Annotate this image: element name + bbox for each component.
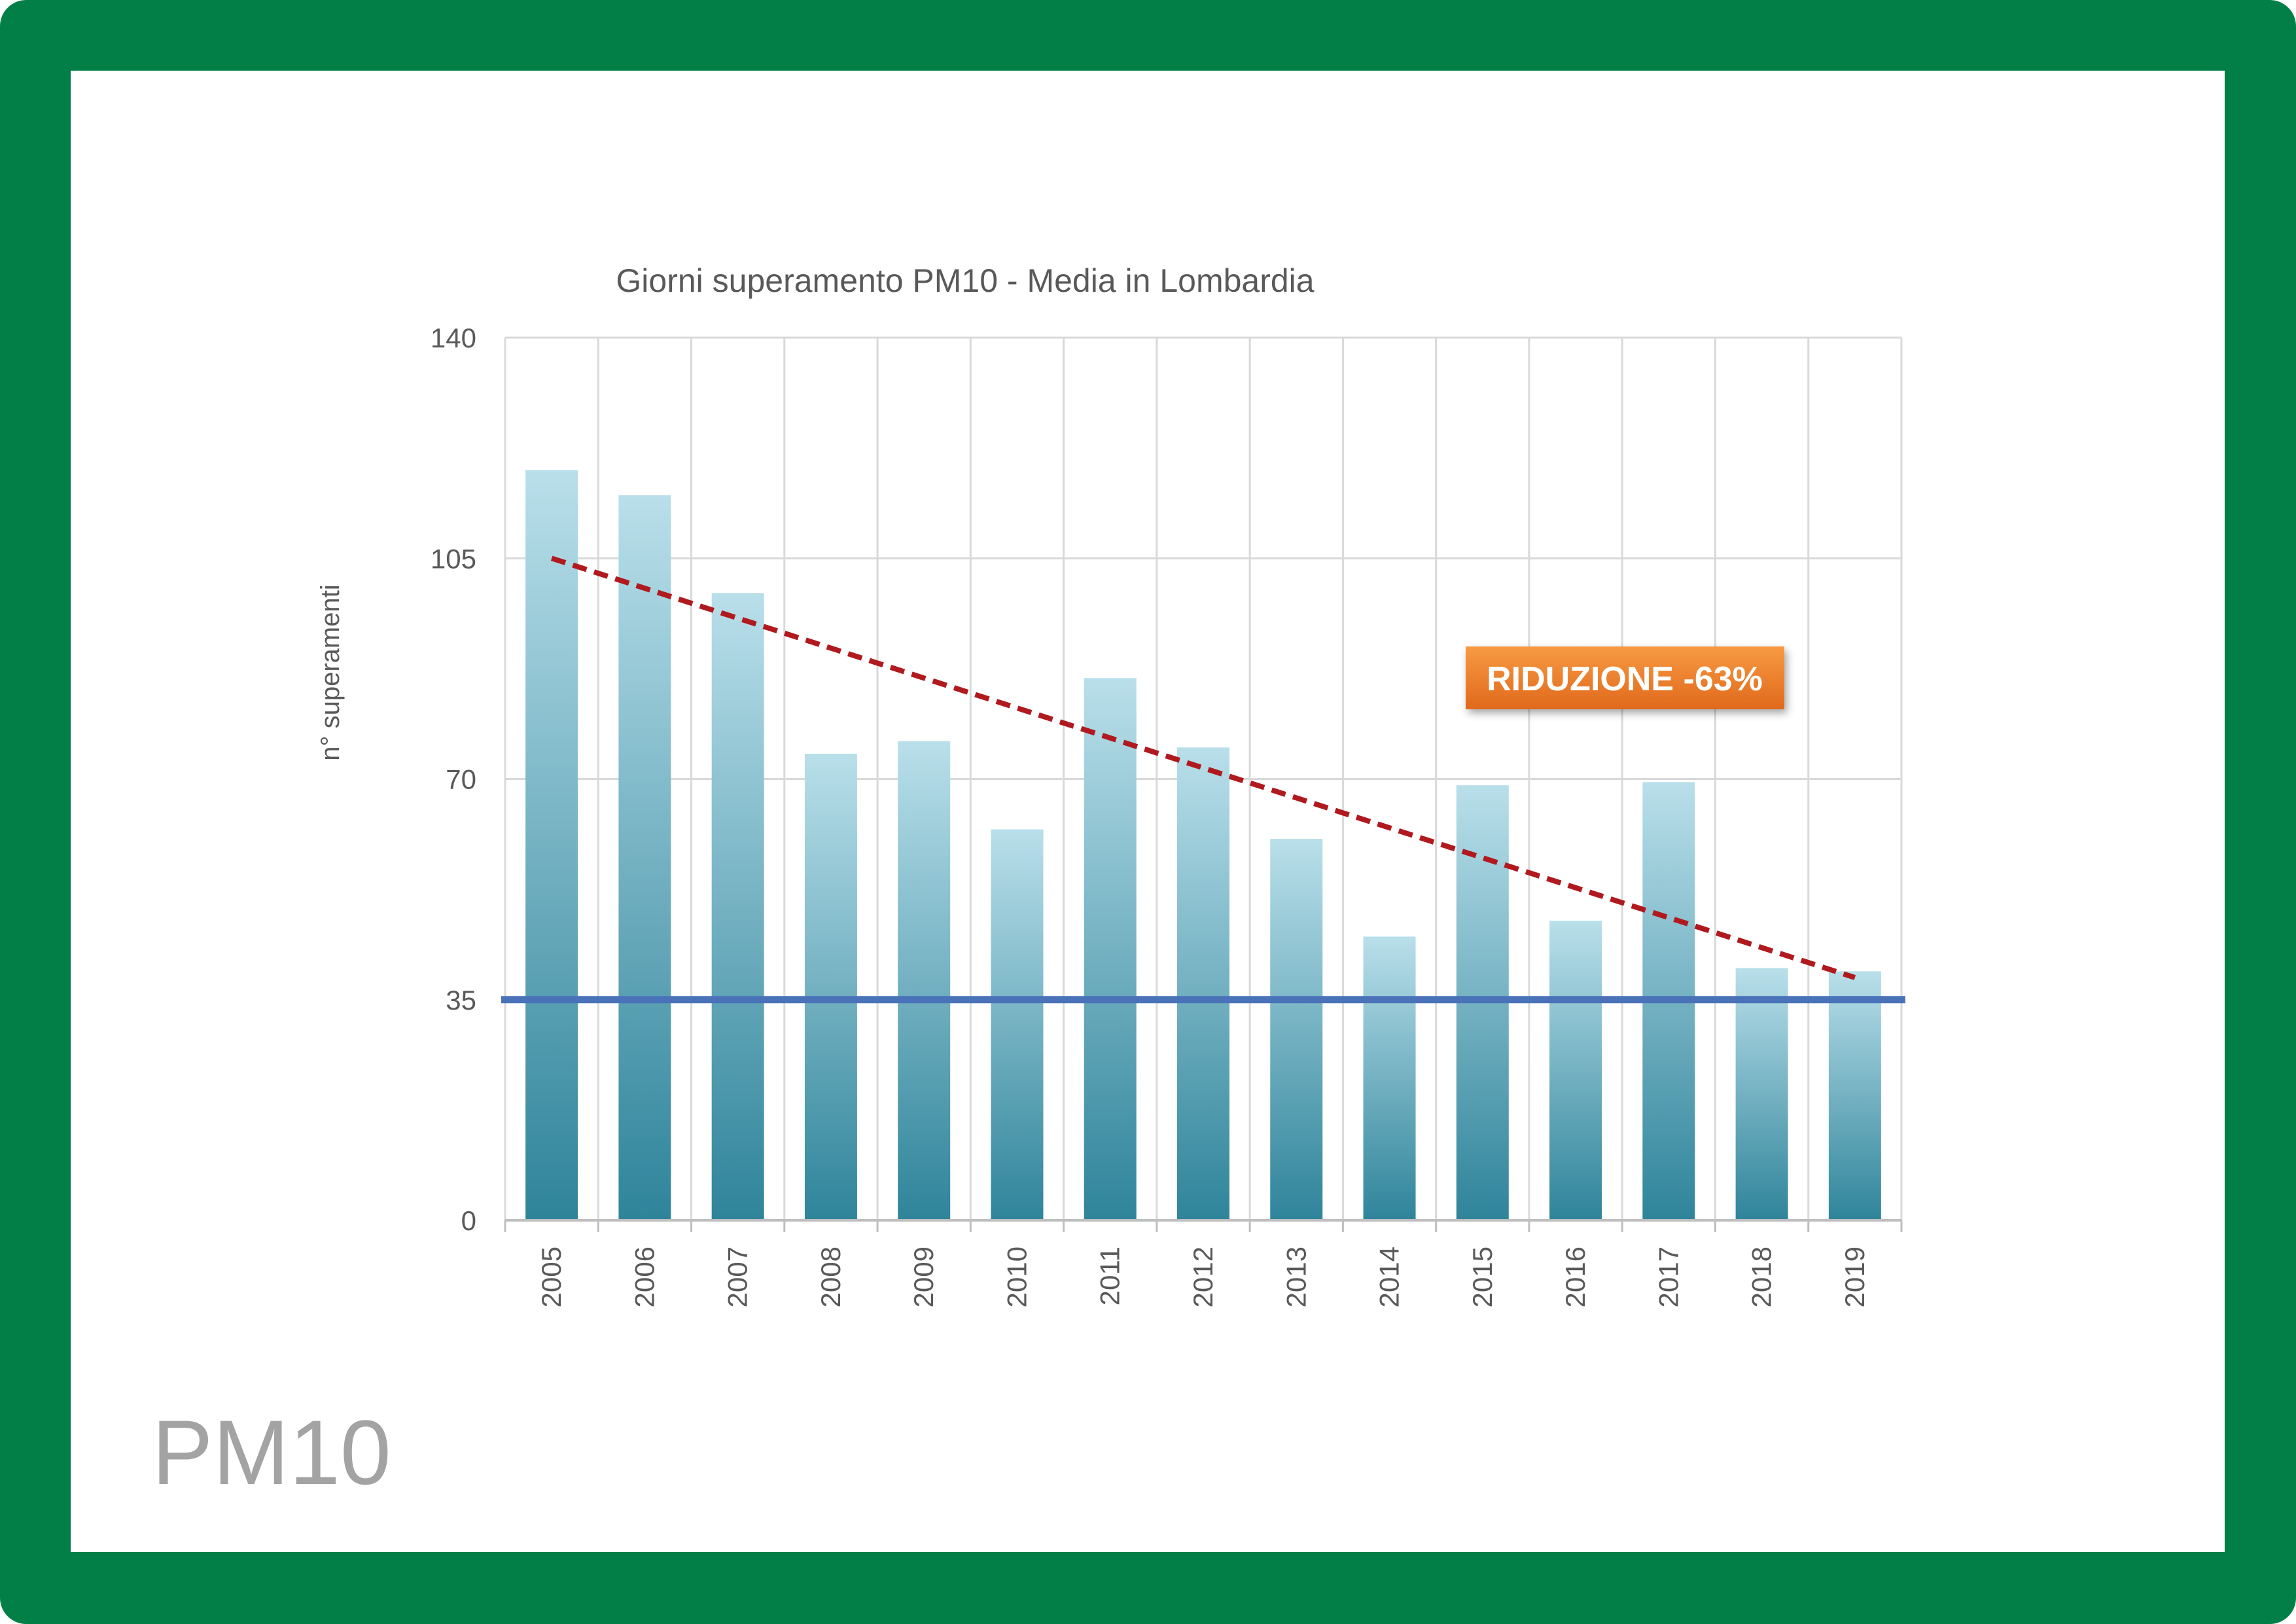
y-tick-label: 140 (431, 323, 476, 353)
x-tick-label: 2008 (815, 1246, 846, 1307)
bar-2007 (711, 593, 764, 1220)
x-tick-label: 2006 (629, 1246, 660, 1307)
chart-title: Giorni superamento PM10 - Media in Lomba… (616, 262, 1314, 299)
bar-2005 (525, 470, 578, 1220)
bar-2014 (1363, 936, 1416, 1220)
bar-2013 (1270, 839, 1323, 1220)
y-tick-label: 0 (461, 1205, 476, 1236)
reduction-badge: RIDUZIONE -63% (1466, 646, 1784, 709)
content-panel (71, 71, 2225, 1552)
bar-2018 (1735, 968, 1788, 1220)
trend-line (550, 556, 1856, 980)
bars (525, 470, 1881, 1221)
y-axis-label: n° superamenti (316, 584, 345, 760)
x-tick-label: 2015 (1467, 1246, 1498, 1307)
reduction-badge-box (1466, 646, 1784, 709)
x-tick-label: 2017 (1653, 1246, 1684, 1307)
y-tick-label: 35 (446, 985, 476, 1015)
x-tick-label: 2014 (1374, 1246, 1405, 1307)
x-tick-label: 2019 (1839, 1246, 1870, 1307)
bar-2016 (1549, 921, 1602, 1220)
y-tick-label: 70 (446, 764, 476, 795)
x-tick-label: 2007 (722, 1246, 753, 1307)
reference-lines (501, 556, 1905, 1004)
bar-2009 (898, 741, 951, 1220)
bar-2019 (1828, 971, 1881, 1220)
x-tick-label: 2010 (1001, 1246, 1032, 1307)
grid (504, 336, 1903, 1222)
x-tick-label: 2009 (908, 1246, 939, 1307)
x-tick-label: 2018 (1746, 1246, 1777, 1307)
bar-2006 (618, 495, 671, 1221)
x-tick-label: 2005 (536, 1246, 567, 1307)
x-tick-label: 2012 (1188, 1246, 1218, 1307)
reduction-badge-label: RIDUZIONE -63% (1487, 660, 1763, 698)
bar-2010 (991, 829, 1044, 1220)
x-tick-label: 2016 (1560, 1246, 1591, 1307)
bar-2012 (1177, 747, 1229, 1220)
pollutant-label: PM10 (152, 1401, 391, 1504)
axes: 0 35 70 105 140 2005 2006 2007 2008 2009 2010 2011 2… (431, 323, 1903, 1307)
bar-2011 (1084, 678, 1137, 1220)
y-tick-label: 105 (431, 543, 476, 574)
x-tick-label: 2011 (1095, 1246, 1125, 1305)
x-tick-label: 2013 (1280, 1246, 1311, 1307)
bar-2008 (804, 753, 857, 1220)
